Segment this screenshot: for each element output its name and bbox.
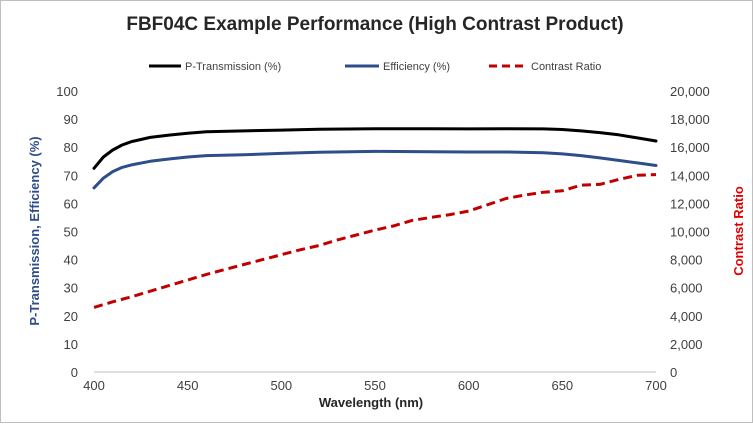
y-axis-title: P-Transmission, Efficiency (%) [27, 136, 42, 325]
y2-tick-label: 6,000 [670, 281, 703, 296]
x-tick-label: 600 [458, 378, 480, 393]
y2-tick-label: 20,000 [670, 84, 710, 99]
y2-tick-label: 14,000 [670, 168, 710, 183]
x-tick-label: 450 [177, 378, 199, 393]
chart-title: FBF04C Example Performance (High Contras… [126, 14, 623, 35]
y2-tick-label: 18,000 [670, 112, 710, 127]
y-tick-label: 100 [56, 84, 78, 99]
y-tick-label: 90 [64, 112, 78, 127]
y2-axis-title: Contrast Ratio [731, 186, 746, 276]
y-tick-label: 10 [64, 337, 78, 352]
y-tick-label: 70 [64, 168, 78, 183]
y-tick-label: 50 [64, 225, 78, 240]
axes: 400 450 500 550 600 650 7000102030405060708090… [56, 84, 709, 393]
legend-label-efficiency: Efficiency (%) [383, 61, 450, 73]
y2-tick-label: 4,000 [670, 309, 703, 324]
x-tick-label: 700 [645, 378, 667, 393]
y2-tick-label: 2,000 [670, 337, 703, 352]
y-tick-label: 30 [64, 281, 78, 296]
x-axis-title: Wavelength (nm) [319, 395, 423, 410]
legend-label-p-transmission: P-Transmission (%) [185, 61, 281, 73]
y-tick-label: 40 [64, 253, 78, 268]
y-tick-label: 20 [64, 309, 78, 324]
y-tick-label: 80 [64, 140, 78, 155]
y-tick-label: 0 [71, 365, 78, 380]
y2-tick-label: 12,000 [670, 196, 710, 211]
legend: P-Transmission (%) Efficiency (%) Contra… [149, 61, 601, 73]
x-tick-label: 500 [270, 378, 292, 393]
y-tick-label: 60 [64, 196, 78, 211]
x-tick-label: 650 [551, 378, 573, 393]
x-tick-label: 550 [364, 378, 386, 393]
series-line-p-transmission [92, 127, 658, 170]
y2-tick-label: 0 [670, 365, 677, 380]
plot-area [92, 127, 658, 309]
series-line-efficiency [92, 149, 658, 190]
y2-tick-label: 16,000 [670, 140, 710, 155]
y2-tick-label: 10,000 [670, 225, 710, 240]
x-tick-label: 400 [83, 378, 105, 393]
legend-label-contrast-ratio: Contrast Ratio [531, 61, 601, 73]
y2-tick-label: 8,000 [670, 253, 703, 268]
series-line-contrast-ratio [93, 173, 657, 309]
